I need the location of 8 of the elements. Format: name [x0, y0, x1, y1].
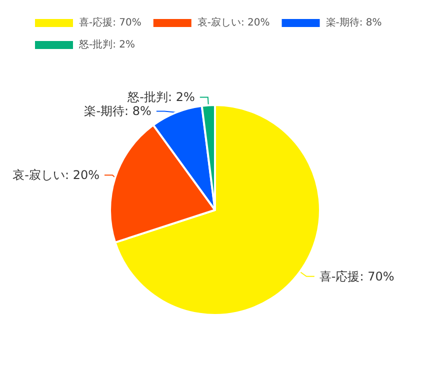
- legend-label: 喜-応援: 70%: [79, 16, 142, 28]
- slice-label: 楽-期待: 8%: [84, 104, 152, 118]
- slice-label: 哀-寂しい: 20%: [12, 168, 100, 182]
- legend-label: 怒-批判: 2%: [78, 38, 136, 50]
- legend-label: 哀-寂しい: 20%: [197, 16, 270, 28]
- legend-label: 楽-期待: 8%: [326, 16, 382, 28]
- slice-label: 怒-批判: 2%: [126, 90, 195, 104]
- slice-label: 喜-応援: 70%: [319, 269, 394, 284]
